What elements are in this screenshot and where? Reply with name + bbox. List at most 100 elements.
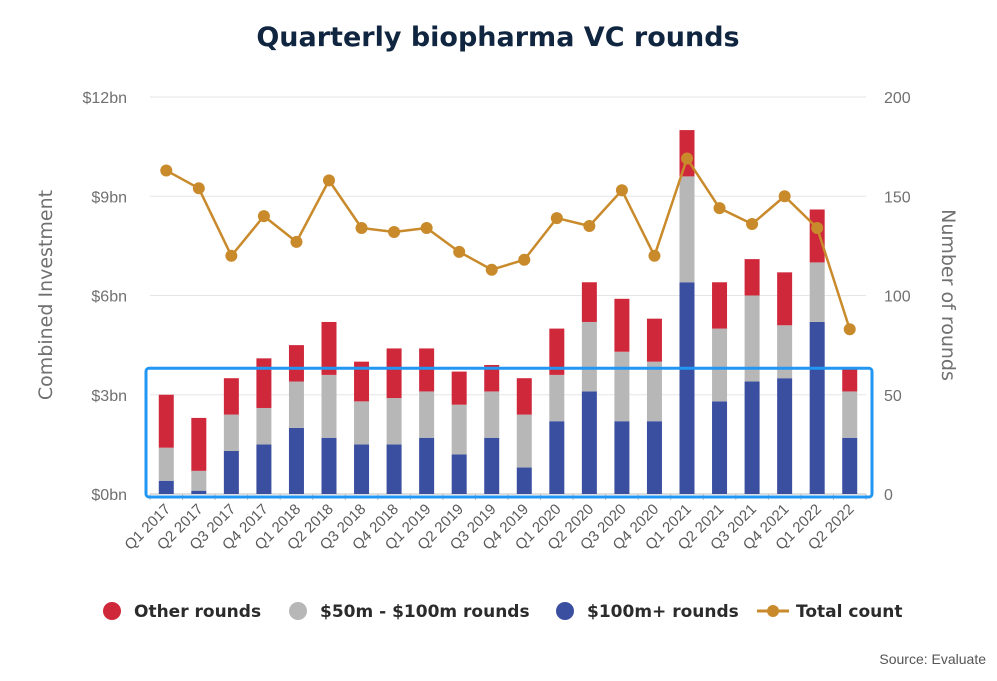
total-count-point bbox=[648, 249, 661, 262]
total-count-point bbox=[225, 249, 238, 262]
total-count-point bbox=[257, 210, 270, 223]
bar-50m-100m-rounds bbox=[712, 328, 728, 402]
total-count-point bbox=[192, 182, 205, 195]
bar-50m-100m-rounds bbox=[386, 398, 402, 445]
bar-50m-100m-rounds bbox=[256, 407, 272, 445]
bar-100m-rounds bbox=[451, 454, 467, 494]
bar-50m-100m-rounds bbox=[158, 447, 174, 481]
total-count-point bbox=[518, 253, 531, 266]
bar-other-rounds bbox=[581, 282, 597, 322]
total-count-point bbox=[160, 164, 173, 177]
y-right-tick-label: 0 bbox=[884, 487, 893, 504]
bar-100m-rounds bbox=[646, 421, 662, 494]
bar-other-rounds bbox=[549, 328, 565, 375]
bar-100m-rounds bbox=[158, 480, 174, 494]
bar-other-rounds bbox=[712, 282, 728, 329]
y-right-tick-label: 150 bbox=[884, 189, 911, 206]
bar-50m-100m-rounds bbox=[516, 414, 532, 468]
bar-100m-rounds bbox=[777, 378, 793, 494]
bar-other-rounds bbox=[386, 348, 402, 399]
total-count-point bbox=[485, 263, 498, 276]
bar-100m-rounds bbox=[256, 444, 272, 494]
bar-50m-100m-rounds bbox=[744, 295, 760, 382]
bar-50m-100m-rounds bbox=[614, 351, 630, 422]
bar-50m-100m-rounds bbox=[191, 470, 207, 491]
total-count-point bbox=[550, 212, 563, 225]
chart-title: Quarterly biopharma VC rounds bbox=[256, 22, 739, 53]
bar-other-rounds bbox=[484, 364, 500, 392]
bar-50m-100m-rounds bbox=[354, 401, 370, 445]
source-note: Source: Evaluate bbox=[879, 651, 986, 667]
bar-other-rounds bbox=[451, 371, 467, 405]
y-right-tick-label: 50 bbox=[884, 388, 902, 405]
bar-100m-rounds bbox=[809, 321, 825, 494]
bar-100m-rounds bbox=[614, 421, 630, 494]
bar-100m-rounds bbox=[744, 381, 760, 494]
bar-50m-100m-rounds bbox=[288, 381, 304, 428]
bar-50m-100m-rounds bbox=[451, 404, 467, 455]
y-left-tick-label: $12bn bbox=[83, 90, 128, 107]
bar-other-rounds bbox=[809, 209, 825, 263]
bar-other-rounds bbox=[777, 272, 793, 326]
total-count-point bbox=[681, 152, 693, 165]
bar-other-rounds bbox=[354, 361, 370, 402]
total-count-line bbox=[160, 152, 856, 336]
total-count-point bbox=[583, 220, 596, 233]
bars bbox=[158, 130, 858, 494]
total-count-point bbox=[713, 202, 726, 215]
bar-50m-100m-rounds bbox=[321, 374, 337, 438]
bar-other-rounds bbox=[288, 345, 304, 382]
total-count-point bbox=[778, 190, 791, 203]
y-axis-left-title: Combined Investment bbox=[35, 190, 57, 400]
bar-50m-100m-rounds bbox=[549, 374, 565, 422]
y-left-tick-label: $9bn bbox=[91, 189, 127, 206]
legend-swatch bbox=[289, 602, 307, 620]
total-count-point bbox=[355, 222, 368, 235]
legend-line-dot bbox=[767, 605, 779, 617]
bar-other-rounds bbox=[256, 358, 272, 408]
bar-50m-100m-rounds bbox=[581, 321, 597, 392]
total-count-point bbox=[290, 235, 303, 248]
total-count-point bbox=[420, 222, 433, 235]
legend-label: $100m+ rounds bbox=[587, 602, 739, 622]
bar-50m-100m-rounds bbox=[646, 361, 662, 422]
legend-label: Other rounds bbox=[134, 602, 261, 622]
bar-other-rounds bbox=[191, 417, 207, 471]
bar-50m-100m-rounds bbox=[777, 325, 793, 379]
y-axis-right-title: Number of rounds bbox=[937, 209, 959, 381]
total-count-point bbox=[323, 174, 335, 187]
total-count-point bbox=[746, 218, 759, 231]
y-left-tick-label: $6bn bbox=[91, 289, 127, 306]
legend-label: $50m - $100m rounds bbox=[320, 602, 530, 622]
bar-other-rounds bbox=[321, 321, 337, 375]
bar-100m-rounds bbox=[712, 401, 728, 494]
legend: Other rounds $50m - $100m rounds $100m+ ro… bbox=[103, 602, 902, 622]
bar-100m-rounds bbox=[223, 450, 239, 494]
bar-100m-rounds bbox=[288, 427, 304, 494]
bar-100m-rounds bbox=[581, 391, 597, 494]
total-count-path bbox=[165, 157, 851, 330]
total-count-point bbox=[388, 225, 401, 238]
bar-other-rounds bbox=[158, 394, 174, 448]
bar-other-rounds bbox=[646, 318, 662, 362]
y-left-tick-label: $0bn bbox=[91, 487, 127, 504]
y-axis-right: 0 50 100 150 200 bbox=[884, 90, 911, 504]
bar-50m-100m-rounds bbox=[419, 391, 435, 438]
bar-100m-rounds bbox=[191, 490, 207, 494]
y-left-tick-label: $3bn bbox=[91, 388, 127, 405]
total-count-point bbox=[453, 245, 466, 258]
total-count-point bbox=[615, 184, 628, 197]
bar-100m-rounds bbox=[842, 437, 858, 494]
highlight-box bbox=[144, 366, 874, 499]
total-count-point bbox=[843, 323, 856, 336]
bar-100m-rounds bbox=[419, 437, 435, 494]
bar-other-rounds bbox=[744, 259, 760, 296]
bar-100m-rounds bbox=[549, 421, 565, 494]
highlight-rectangle bbox=[144, 366, 874, 499]
legend-swatch bbox=[103, 602, 121, 620]
bar-other-rounds bbox=[842, 368, 858, 392]
bar-other-rounds bbox=[223, 378, 239, 415]
bar-other-rounds bbox=[614, 298, 630, 352]
